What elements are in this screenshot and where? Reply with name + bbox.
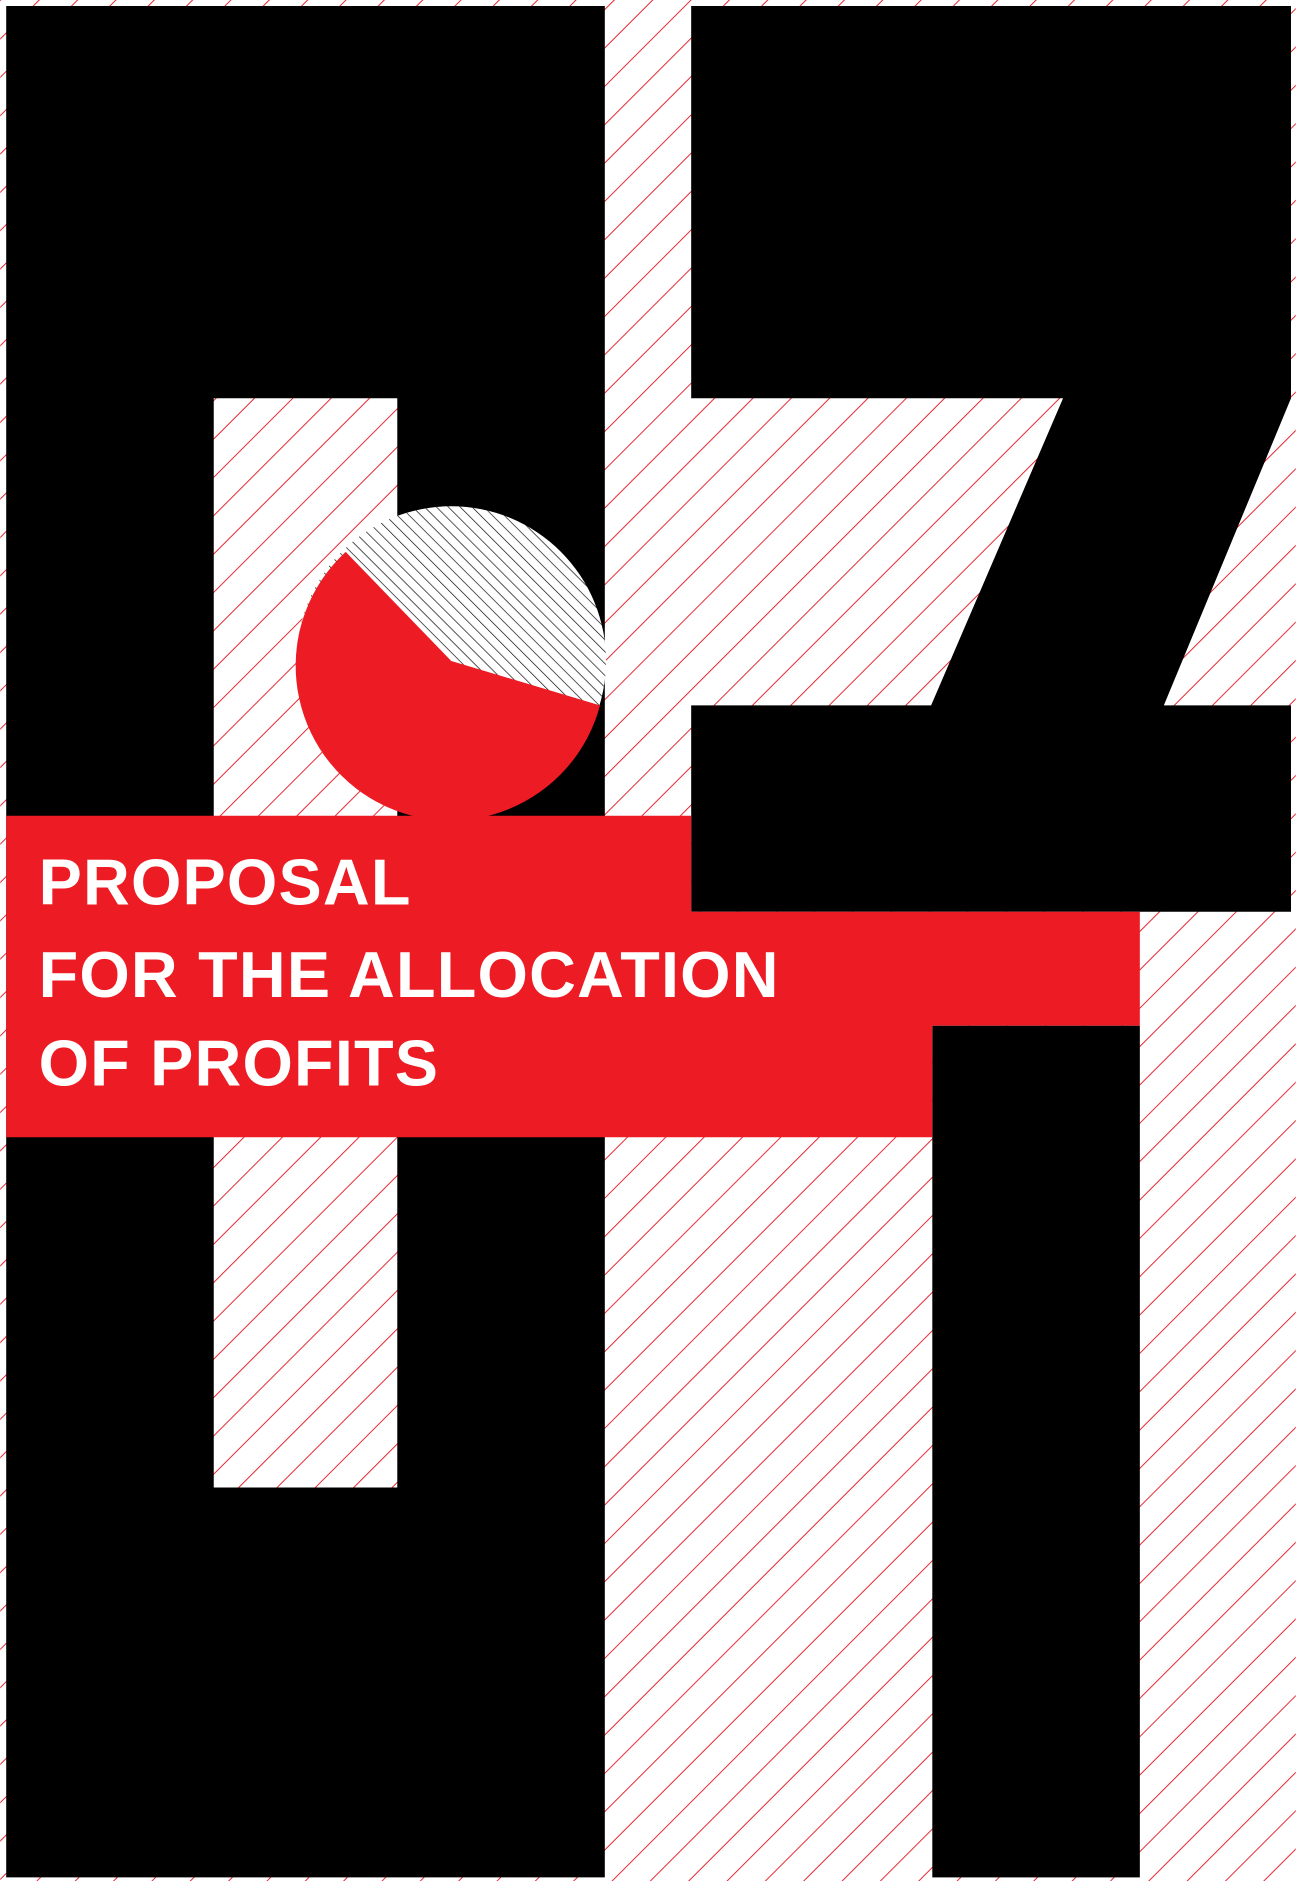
digit-seven bbox=[691, 5, 1291, 912]
digit-zero bbox=[6, 5, 605, 1878]
digit-one bbox=[932, 1025, 1140, 1878]
circle-red-sector bbox=[295, 551, 601, 821]
title-band bbox=[6, 815, 1140, 1138]
title-line: OF PROFITS bbox=[39, 1027, 440, 1100]
title-line: PROPOSAL bbox=[39, 846, 412, 919]
title-line: FOR THE ALLOCATION bbox=[39, 938, 780, 1011]
